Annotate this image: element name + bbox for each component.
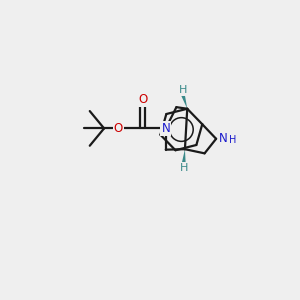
Text: N: N [161,122,170,135]
Text: N: N [219,132,227,145]
Text: O: O [114,122,123,135]
Polygon shape [181,95,187,109]
Polygon shape [182,149,186,163]
Text: H: H [180,163,188,173]
Text: H: H [229,135,236,145]
Text: H: H [179,85,187,95]
Text: O: O [138,94,147,106]
